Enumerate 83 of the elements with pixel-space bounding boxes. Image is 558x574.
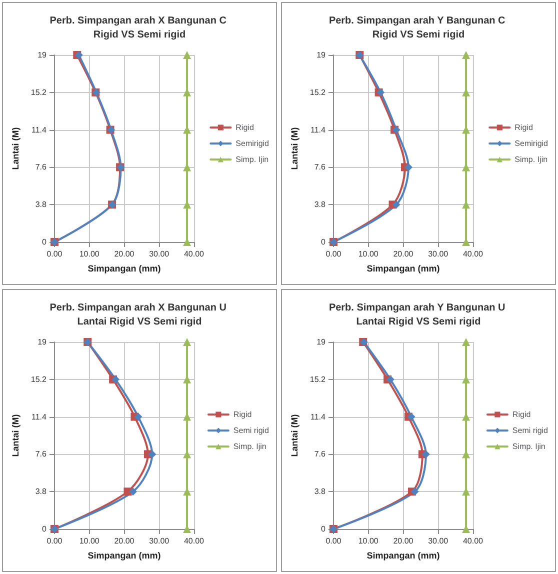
y-axis-title: Lantai (M) bbox=[10, 414, 20, 457]
legend-label: Semirigid bbox=[514, 139, 548, 148]
y-tick-label: 15.2 bbox=[30, 88, 48, 97]
y-tick-label: 19 bbox=[316, 338, 326, 346]
x-tick-label: 30.00 bbox=[428, 250, 449, 258]
x-tick-label: 10.00 bbox=[79, 536, 100, 546]
y-tick-label: 15.2 bbox=[310, 374, 326, 384]
point bbox=[128, 488, 137, 496]
y-tick-label: 15.2 bbox=[310, 88, 326, 97]
point bbox=[410, 488, 419, 496]
x-tick-label: 0.00 bbox=[46, 536, 63, 546]
x-tick-label: 40.00 bbox=[184, 250, 205, 258]
point bbox=[134, 412, 142, 421]
x-tick-label: 20.00 bbox=[393, 536, 414, 546]
y-tick-label: 19 bbox=[38, 50, 48, 60]
x-axis-title: Simpangan (mm) bbox=[366, 550, 440, 560]
x-tick-label: 30.00 bbox=[428, 536, 449, 546]
y-tick-label: 3.8 bbox=[35, 487, 48, 496]
point bbox=[183, 338, 192, 346]
chart-title: Perb. Simpangan arah X Bangunan C Rigid VS Semi rigid bbox=[50, 16, 230, 40]
legend-label: Semi rigid bbox=[512, 426, 548, 435]
legend-label: Rigid bbox=[514, 123, 533, 132]
chart-title: Perb. Simpangan arah X Bangunan U Lantai Rigid VS Semi rigid bbox=[50, 302, 230, 328]
legend-label: Rigid bbox=[512, 410, 531, 419]
y-tick-label: 7.6 bbox=[35, 450, 48, 459]
point bbox=[148, 450, 156, 458]
point bbox=[462, 51, 470, 59]
point bbox=[183, 51, 192, 59]
y-tick-label: 7.6 bbox=[314, 450, 326, 459]
x-axis-title: Simpangan (mm) bbox=[88, 550, 161, 560]
y-axis-title: Lantai (M) bbox=[10, 127, 20, 170]
x-axis-title: Simpangan (mm) bbox=[88, 264, 161, 274]
y-axis-title: Lantai (M) bbox=[290, 127, 300, 170]
point bbox=[112, 375, 120, 384]
x-tick-label: 40.00 bbox=[462, 250, 484, 258]
point bbox=[422, 450, 430, 458]
legend-label: Rigid bbox=[233, 410, 252, 419]
x-tick-label: 20.00 bbox=[114, 536, 135, 546]
x-tick-label: 20.00 bbox=[393, 250, 414, 258]
x-tick-label: 40.00 bbox=[462, 536, 484, 546]
x-tick-label: 10.00 bbox=[79, 250, 100, 258]
x-tick-label: 30.00 bbox=[149, 536, 170, 546]
x-axis-title: Simpangan (mm) bbox=[366, 264, 440, 274]
y-axis-title: Lantai (M) bbox=[290, 414, 300, 457]
y-tick-label: 15.2 bbox=[30, 374, 48, 384]
x-tick-label: 10.00 bbox=[358, 536, 379, 546]
chart-title: Perb. Simpangan arah Y Bangunan U Lantai Rigid VS Semi rigid bbox=[328, 302, 508, 328]
y-tick-label: 11.4 bbox=[310, 412, 326, 422]
x-tick-label: 0.00 bbox=[326, 250, 342, 258]
legend-label: Simp. Ijin bbox=[512, 442, 546, 451]
y-tick-label: 0 bbox=[42, 238, 48, 246]
y-tick-label: 3.8 bbox=[314, 487, 326, 496]
y-tick-label: 3.8 bbox=[314, 200, 326, 210]
x-tick-label: 30.00 bbox=[149, 250, 170, 258]
legend-label: Simp. Ijin bbox=[236, 155, 269, 164]
y-tick-label: 19 bbox=[316, 50, 326, 60]
legend-label: Simp. Ijin bbox=[233, 442, 266, 451]
y-tick-label: 3.8 bbox=[35, 200, 48, 210]
legend-label: Semi rigid bbox=[233, 426, 270, 435]
legend-label: Semirigid bbox=[236, 139, 269, 148]
point bbox=[386, 375, 394, 384]
x-tick-label: 0.00 bbox=[326, 536, 342, 546]
point bbox=[392, 200, 400, 209]
point bbox=[404, 163, 412, 172]
y-tick-label: 7.6 bbox=[35, 162, 48, 172]
y-tick-label: 7.6 bbox=[314, 162, 326, 172]
y-tick-label: 0 bbox=[321, 238, 326, 246]
point bbox=[407, 412, 416, 421]
point bbox=[462, 338, 470, 346]
y-tick-label: 19 bbox=[38, 338, 48, 346]
y-tick-label: 11.4 bbox=[31, 125, 48, 134]
y-tick-label: 0 bbox=[321, 524, 326, 534]
x-tick-label: 40.00 bbox=[184, 536, 205, 546]
y-tick-label: 11.4 bbox=[31, 412, 48, 422]
y-tick-label: 0 bbox=[42, 524, 48, 534]
point bbox=[124, 488, 132, 496]
x-tick-label: 10.00 bbox=[358, 250, 379, 258]
x-tick-label: 0.00 bbox=[46, 250, 63, 258]
legend-label: Rigid bbox=[236, 123, 254, 132]
x-tick-label: 20.00 bbox=[114, 250, 135, 258]
y-tick-label: 11.4 bbox=[310, 125, 326, 134]
chart-title: Perb. Simpangan arah Y Bangunan C Rigid VS Semi rigid bbox=[328, 16, 508, 40]
legend-label: Simp. Ijin bbox=[514, 155, 548, 164]
